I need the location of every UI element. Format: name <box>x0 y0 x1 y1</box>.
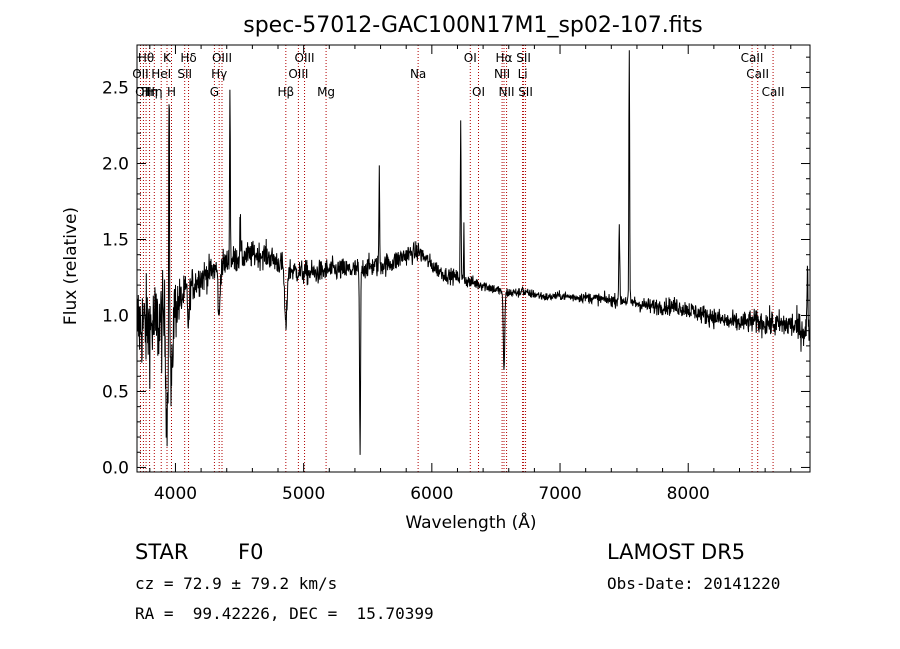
survey-name: LAMOST DR5 <box>607 540 746 564</box>
spectral-line-label: Hη <box>141 85 158 99</box>
spectral-line-label: Hη <box>146 85 163 99</box>
y-axis-label: Flux (relative) <box>61 207 81 325</box>
spectral-line-label: OIII <box>212 51 232 65</box>
spectrum-line <box>136 50 811 455</box>
redshift-velocity: cz = 72.9 ± 79.2 km/s <box>135 574 338 593</box>
spectral-line-label: HeI <box>151 67 171 81</box>
y-tick-label: 0.0 <box>102 458 129 478</box>
spectral-line-label: NII <box>499 85 515 99</box>
spectral-line-label: OII <box>135 85 152 99</box>
coordinates: RA = 99.42226, DEC = 15.70399 <box>135 604 434 623</box>
spectral-line-label: SII <box>177 67 192 81</box>
spectral-line-label: Hδ <box>180 51 196 65</box>
spectral-line-label: Hγ <box>211 67 227 81</box>
y-tick-label: 2.5 <box>102 79 129 99</box>
spectral-line-label: CaII <box>741 51 764 65</box>
chart-title: spec-57012-GAC100N17M1_sp02-107.fits <box>243 13 703 38</box>
y-tick-label: 2.0 <box>102 155 129 175</box>
y-tick-label: 1.5 <box>102 231 129 251</box>
spectral-line-label: Hα <box>496 51 513 65</box>
x-tick-label: 6000 <box>410 484 453 504</box>
x-tick-label: 8000 <box>667 484 710 504</box>
object-class: STAR <box>135 540 189 564</box>
spectral-line-label: G <box>210 85 219 99</box>
spectral-line-label: SII <box>518 85 533 99</box>
plot-frame <box>136 44 811 473</box>
spectral-line-label: SII <box>516 51 531 65</box>
spectral-line-label: CaII <box>762 85 785 99</box>
spectral-line-label: NII <box>494 67 510 81</box>
spectral-line-label: H <box>167 85 176 99</box>
x-axis-label: Wavelength (Å) <box>405 511 536 533</box>
x-tick-label: 4000 <box>154 484 197 504</box>
object-subclass: F0 <box>238 540 264 564</box>
spectral-line-label: OII <box>132 67 149 81</box>
spectral-line-label: Na <box>410 67 426 81</box>
spectral-line-label: Li <box>518 67 528 81</box>
y-tick-label: 1.0 <box>102 306 129 326</box>
y-tick-label: 0.5 <box>102 382 129 402</box>
spectral-line-label: OIII <box>295 51 315 65</box>
spectral-line-label: Hβ <box>277 85 294 99</box>
spectral-line-label: OIII <box>288 67 308 81</box>
spectral-line-label: Mg <box>317 85 335 99</box>
spectral-line-label: Hθ <box>138 51 154 65</box>
spectral-line-markers <box>139 45 774 472</box>
spectral-line-label: OI <box>472 85 485 99</box>
x-tick-label: 7000 <box>538 484 581 504</box>
spectral-line-label: OI <box>464 51 477 65</box>
observation-date: Obs-Date: 20141220 <box>607 574 781 593</box>
axis-ticks: 4000 5000 6000 7000 8000 0.0 0.5 1.0 1.5 2.0 2.5 <box>102 45 810 504</box>
x-tick-label: 5000 <box>282 484 325 504</box>
spectral-line-label: K <box>163 51 172 65</box>
spectral-line-label: CaII <box>746 67 769 81</box>
